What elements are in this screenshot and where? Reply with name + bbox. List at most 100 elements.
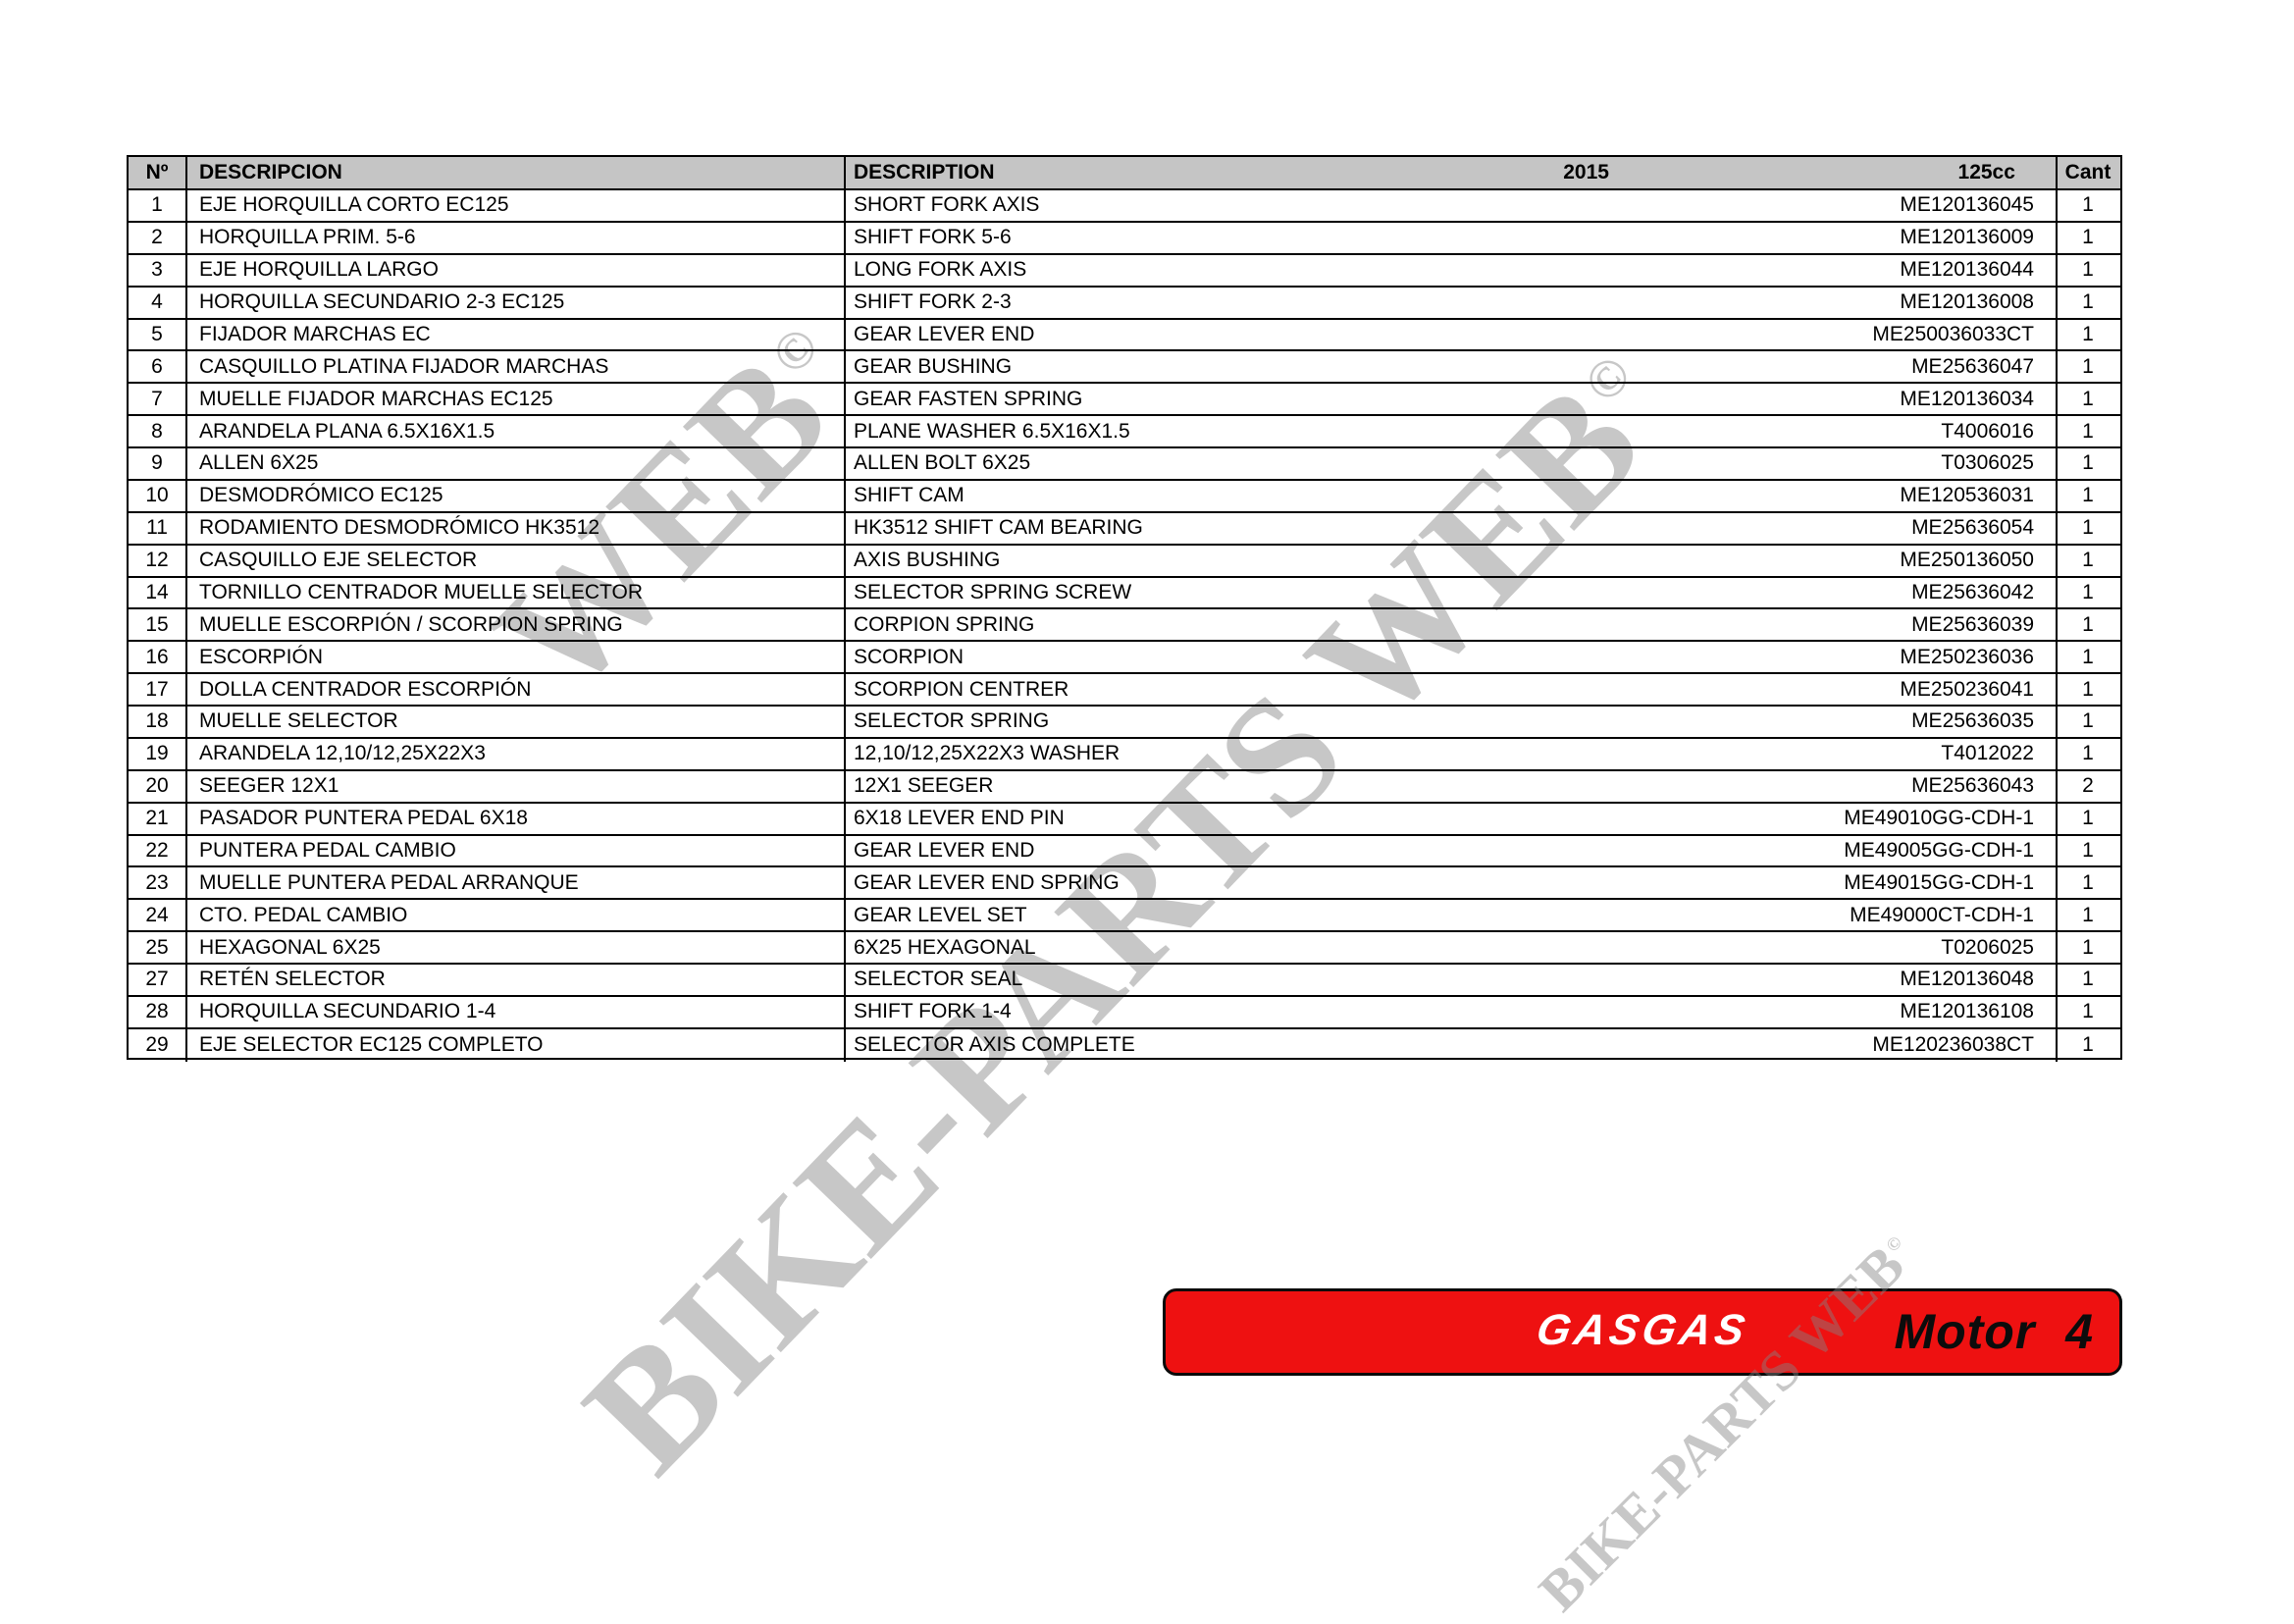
description-es: MUELLE FIJADOR MARCHAS EC125 [187,384,846,415]
row-number: 24 [129,900,187,931]
description-en: LONG FORK AXIS [854,258,1027,282]
row-number: 2 [129,222,187,253]
row-number: 12 [129,545,187,576]
quantity: 1 [2056,448,2118,479]
header-125cc: 125cc [1957,161,2015,183]
quantity: 1 [2056,351,2118,383]
description-en: 6X18 LEVER END PIN [854,807,1065,830]
row-number: 6 [129,351,187,383]
description-es: EJE SELECTOR EC125 COMPLETO [187,1028,846,1062]
table-row: 2 HORQUILLA PRIM. 5-6 SHIFT FORK 5-6 ME1201… [129,222,2120,255]
description-es: ARANDELA 12,10/12,25X22X3 [187,738,846,769]
description-es: HORQUILLA PRIM. 5-6 [187,222,846,253]
header-cant: Cant [2056,157,2118,188]
quantity: 1 [2056,867,2118,899]
table-row: 20 SEEGER 12X1 12X1 SEEGER ME25636043 2 [129,770,2120,804]
row-number: 18 [129,707,187,737]
table-row: 15 MUELLE ESCORPIÓN / SCORPION SPRING CORP… [129,609,2120,643]
table-row: 4 HORQUILLA SECUNDARIO 2-3 EC125 SHIFT FOR… [129,287,2120,320]
description-en: GEAR LEVER END [854,838,1035,862]
row-number: 9 [129,448,187,479]
description-es: PUNTERA PEDAL CAMBIO [187,835,846,866]
description-en: GEAR BUSHING [854,354,1013,378]
quantity: 1 [2056,222,2118,253]
description-en: HK3512 SHIFT CAM BEARING [854,516,1143,540]
description-es: HORQUILLA SECUNDARIO 1-4 [187,996,846,1027]
table-row: 21 PASADOR PUNTERA PEDAL 6X18 6X18 LEVER E… [129,803,2120,836]
part-number: ME120536031 [1900,484,2034,507]
part-number: ME120136044 [1900,258,2034,282]
description-es: ESCORPIÓN [187,642,846,673]
description-en: GEAR LEVER END [854,322,1035,345]
description-es: MUELLE PUNTERA PEDAL ARRANQUE [187,867,846,899]
row-number: 10 [129,480,187,511]
description-en: GEAR FASTEN SPRING [854,387,1083,410]
part-number: ME49005GG-CDH-1 [1844,838,2034,862]
part-number: ME49010GG-CDH-1 [1844,807,2034,830]
description-es: ALLEN 6X25 [187,448,846,479]
quantity: 1 [2056,738,2118,769]
table-row: 1 EJE HORQUILLA CORTO EC125 SHORT FORK AXI… [129,190,2120,223]
quantity: 1 [2056,319,2118,350]
part-number: ME25636047 [1911,354,2034,378]
description-en: SCORPION [854,645,965,668]
quantity: 1 [2056,707,2118,737]
quantity: 1 [2056,996,2118,1027]
row-number: 21 [129,803,187,834]
part-number: ME250136050 [1900,549,2034,572]
description-es: EJE HORQUILLA LARGO [187,254,846,286]
gasgas-logo: GASGAS [1533,1305,1752,1354]
header-num: Nº [129,157,187,188]
quantity: 1 [2056,609,2118,641]
part-number: ME49015GG-CDH-1 [1844,870,2034,894]
description-es: EJE HORQUILLA CORTO EC125 [187,190,846,221]
part-number: ME25636043 [1911,774,2034,798]
quantity: 1 [2056,254,2118,286]
row-number: 11 [129,512,187,544]
description-en: PLANE WASHER 6.5X16X1.5 [854,419,1130,443]
row-number: 1 [129,190,187,221]
description-es: RETÉN SELECTOR [187,965,846,995]
description-es: CASQUILLO PLATINA FIJADOR MARCHAS [187,351,846,383]
quantity: 1 [2056,803,2118,834]
description-es: CTO. PEDAL CAMBIO [187,900,846,931]
table-row: 10 DESMODRÓMICO EC125 SHIFT CAM ME120536031… [129,480,2120,513]
table-row: 19 ARANDELA 12,10/12,25X22X3 12,10/12,25X2… [129,738,2120,771]
description-es: PASADOR PUNTERA PEDAL 6X18 [187,803,846,834]
row-number: 25 [129,932,187,963]
description-en: SHIFT FORK 2-3 [854,290,1012,314]
description-en: SELECTOR SPRING SCREW [854,580,1132,603]
row-number: 20 [129,770,187,802]
description-en: SHORT FORK AXIS [854,193,1040,217]
description-en: SELECTOR AXIS COMPLETE [854,1033,1135,1057]
quantity: 1 [2056,287,2118,318]
table-row: 27 RETÉN SELECTOR SELECTOR SEAL ME120136048… [129,965,2120,997]
part-number: ME25636035 [1911,709,2034,733]
description-es: HEXAGONAL 6X25 [187,932,846,963]
table-row: 9 ALLEN 6X25 ALLEN BOLT 6X25 T0306025 1 [129,448,2120,481]
part-number: ME120136108 [1900,1000,2034,1023]
row-number: 3 [129,254,187,286]
row-number: 28 [129,996,187,1027]
quantity: 1 [2056,512,2118,544]
quantity: 1 [2056,190,2118,221]
row-number: 8 [129,416,187,446]
table-row: 6 CASQUILLO PLATINA FIJADOR MARCHAS GEAR B… [129,351,2120,385]
table-row: 11 RODAMIENTO DESMODRÓMICO HK3512 HK3512 S… [129,512,2120,546]
part-number: ME250236041 [1900,677,2034,701]
model-banner: GASGAS Motor 4 [1163,1288,2122,1376]
row-number: 23 [129,867,187,899]
description-en: SCORPION CENTRER [854,677,1069,701]
description-en: GEAR LEVEL SET [854,903,1027,926]
row-number: 15 [129,609,187,641]
description-es: MUELLE ESCORPIÓN / SCORPION SPRING [187,609,846,641]
description-en: CORPION SPRING [854,612,1035,636]
description-es: HORQUILLA SECUNDARIO 2-3 EC125 [187,287,846,318]
part-number: T0306025 [1941,451,2034,475]
header-year: 2015 [1563,161,1609,183]
description-es: SEEGER 12X1 [187,770,846,802]
quantity: 1 [2056,384,2118,415]
table-body: 1 EJE HORQUILLA CORTO EC125 SHORT FORK AXI… [129,190,2120,1062]
description-en: SELECTOR SPRING [854,709,1050,733]
description-es: DOLLA CENTRADOR ESCORPIÓN [187,674,846,705]
